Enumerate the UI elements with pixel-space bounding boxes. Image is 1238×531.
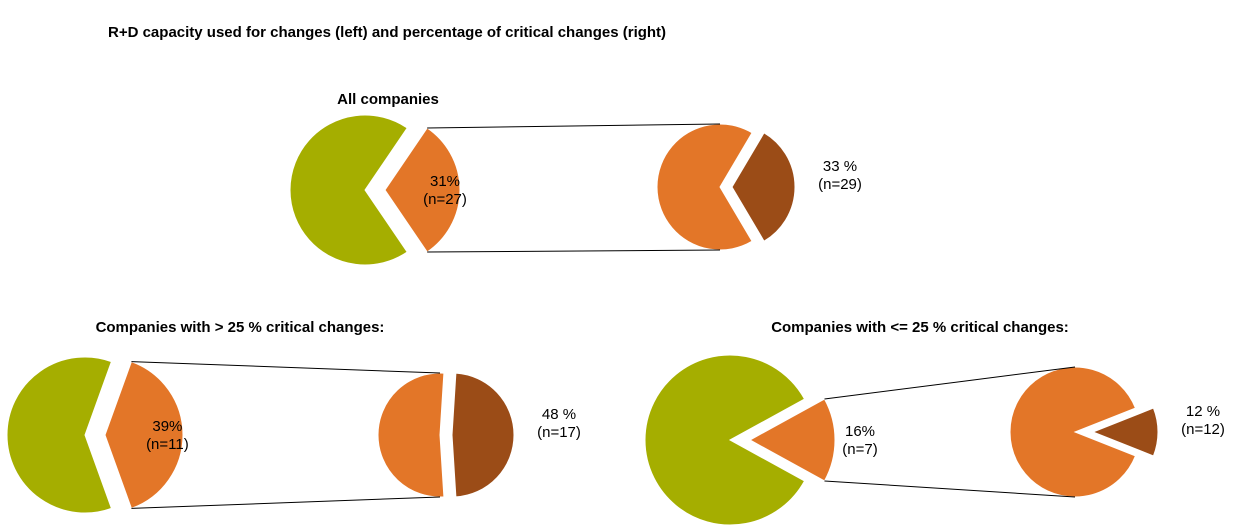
pie-wedge (6, 356, 113, 514)
pie-wedge (1009, 366, 1137, 498)
page-title: R+D capacity used for changes (left) and… (108, 24, 666, 41)
pie-wedge (104, 360, 184, 510)
data-label: (n=7) (842, 441, 877, 458)
chart-subtitle: Companies with > 25 % critical changes: (96, 319, 385, 336)
chart-subtitle: All companies (337, 91, 439, 108)
pie-wedge (384, 127, 461, 253)
data-label: 39% (152, 418, 182, 435)
chart-subtitle: Companies with <= 25 % critical changes: (771, 319, 1069, 336)
data-label: (n=27) (423, 191, 467, 208)
connector (824, 480, 1076, 498)
connector (427, 249, 721, 253)
data-label: (n=12) (1181, 421, 1225, 438)
data-label: 48 % (542, 406, 576, 423)
pie-wedge (731, 132, 796, 242)
connector (131, 361, 441, 374)
data-label: (n=17) (537, 424, 581, 441)
pie-wedge (748, 398, 836, 482)
pie-wedge (451, 372, 515, 498)
pie-wedge (289, 114, 408, 266)
data-label: (n=11) (146, 436, 189, 453)
data-label: (n=29) (818, 176, 862, 193)
pie-wedge (644, 354, 806, 526)
connector (131, 496, 441, 509)
data-label: 33 % (823, 158, 857, 175)
connector (427, 123, 721, 129)
pie-wedge (1091, 407, 1159, 457)
connector (824, 366, 1076, 400)
data-label: 31% (430, 173, 460, 190)
pie-wedge (377, 372, 445, 498)
data-label: 12 % (1186, 403, 1220, 420)
data-label: 16% (845, 423, 875, 440)
